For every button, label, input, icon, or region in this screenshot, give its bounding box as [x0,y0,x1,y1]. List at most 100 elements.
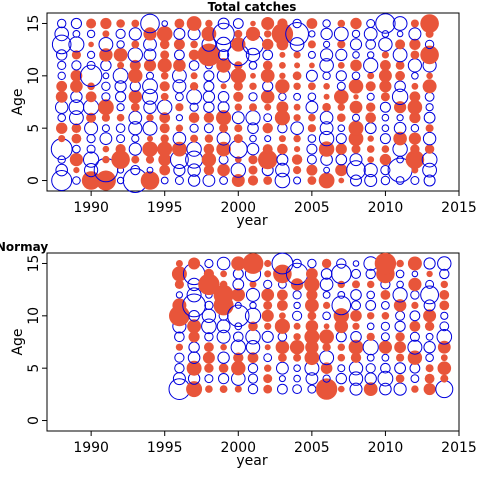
positive-residual-bubble [100,17,112,30]
positive-residual-bubble [409,320,421,332]
positive-residual-bubble [334,89,349,105]
negative-residual-bubble [86,60,96,70]
positive-residual-bubble [174,18,185,29]
positive-residual-bubble [88,41,94,48]
negative-residual-bubble [409,310,421,322]
positive-residual-bubble [293,166,302,175]
negative-residual-bubble [348,361,364,376]
negative-residual-bubble [323,40,331,49]
positive-residual-bubble [128,68,143,84]
negative-residual-bubble [380,332,390,342]
negative-residual-bubble [350,174,362,187]
negative-residual-bubble [201,318,217,335]
negative-residual-bubble [128,110,143,125]
positive-residual-bubble [352,280,360,289]
positive-residual-bubble [305,320,319,333]
positive-residual-bubble [333,308,349,324]
negative-residual-bubble [421,151,438,168]
positive-residual-bubble [279,72,286,80]
negative-residual-bubble [377,370,394,387]
negative-residual-bubble [423,257,436,270]
negative-residual-bubble [146,71,154,80]
positive-residual-bubble [233,91,244,102]
positive-residual-bubble [381,51,389,59]
positive-residual-bubble [409,38,421,51]
positive-residual-bubble [309,62,315,69]
negative-residual-bubble [307,258,317,269]
negative-residual-bubble [391,88,409,106]
negative-residual-bubble [216,329,231,344]
positive-residual-bubble [230,68,246,84]
negative-residual-bubble [128,121,143,136]
negative-residual-bubble [55,100,69,114]
positive-residual-bubble [250,72,256,79]
positive-residual-bubble [213,284,234,305]
negative-residual-bubble [248,61,258,70]
positive-residual-bubble [304,329,320,345]
negative-residual-bubble [143,48,157,62]
negative-residual-bubble [244,307,262,324]
negative-residual-bubble [379,133,391,145]
negative-residual-bubble [349,382,363,396]
total-catches-panel: Total catches 1990 1995 2000 2005 2010 2015 0… [10,0,477,229]
positive-residual-bubble [188,49,200,61]
positive-residual-bubble [262,144,273,155]
negative-residual-bubble [381,353,390,362]
negative-residual-bubble [292,310,303,321]
negative-residual-bubble [51,170,73,191]
positive-residual-bubble [116,113,125,122]
positive-residual-bubble [275,79,290,94]
positive-residual-bubble [201,26,217,42]
positive-residual-bubble [367,156,375,164]
negative-residual-bubble [423,174,436,187]
negative-residual-bubble [349,38,363,51]
positive-residual-bubble [160,50,170,60]
positive-residual-bubble [306,164,318,176]
positive-residual-bubble [250,20,256,27]
positive-residual-bubble [146,114,154,122]
positive-residual-bubble [158,153,172,167]
negative-residual-bubble [57,60,67,71]
negative-residual-bubble [172,79,187,94]
negative-residual-bubble [423,111,436,124]
positive-residual-bubble [234,385,242,393]
negative-residual-bubble [187,163,201,177]
positive-residual-bubble [203,143,215,155]
negative-residual-bubble [337,364,346,373]
negative-residual-bubble [131,134,140,143]
positive-residual-bubble [73,167,80,174]
y-axis-label: Age [10,328,26,355]
negative-residual-bubble [336,81,346,91]
negative-residual-bubble [365,363,376,374]
y-tick-label: 5 [26,364,42,373]
negative-residual-bubble [157,99,173,115]
negative-residual-bubble [305,372,319,386]
positive-residual-bubble [277,18,288,29]
negative-residual-bubble [410,290,420,300]
negative-residual-bubble [51,34,72,55]
negative-residual-bubble [293,374,301,383]
negative-residual-bubble [364,122,377,135]
positive-residual-bubble [274,318,290,334]
positive-residual-bubble [201,152,217,167]
positive-residual-bubble [102,145,110,153]
negative-residual-bubble [351,268,361,279]
positive-residual-bubble [395,39,406,50]
negative-residual-bubble [182,293,207,318]
negative-residual-bubble [307,92,317,102]
positive-residual-bubble [424,321,435,331]
negative-residual-bubble [425,279,435,289]
negative-residual-bubble [436,329,453,345]
positive-residual-bubble [261,309,274,322]
negative-residual-bubble [188,341,200,353]
x-axis-label: year [236,213,267,229]
positive-residual-bubble [186,381,203,398]
positive-residual-bubble [424,373,435,384]
positive-residual-bubble [380,92,390,102]
positive-residual-bubble [323,323,330,330]
negative-residual-bubble [409,331,420,342]
negative-residual-bubble [202,90,216,104]
positive-residual-bubble [305,298,319,313]
positive-residual-bubble [306,289,318,301]
